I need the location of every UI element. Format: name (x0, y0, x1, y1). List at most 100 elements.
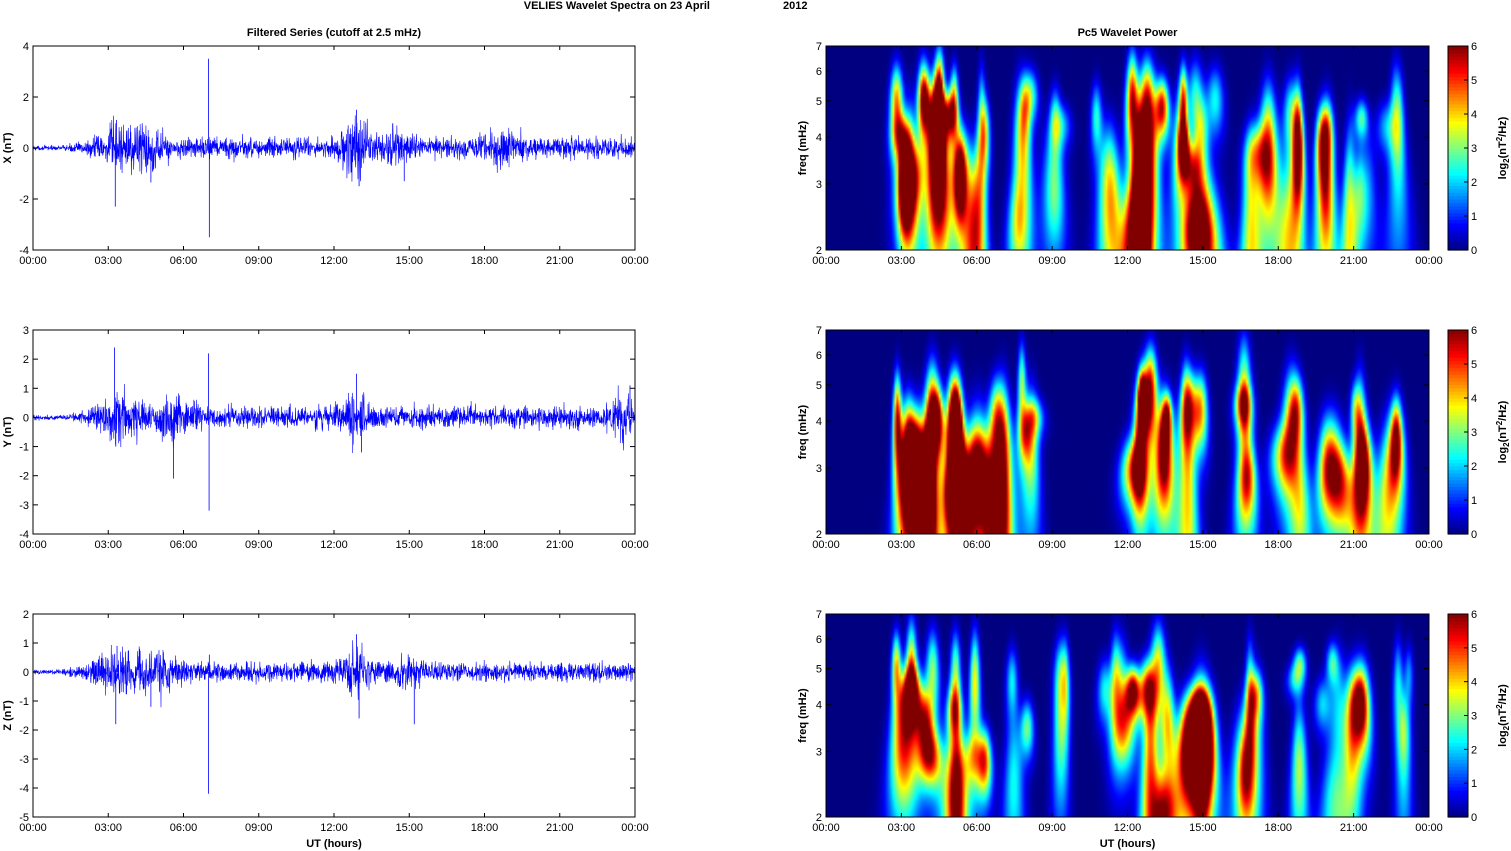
colorbar-tick-label: 0 (1471, 245, 1477, 257)
colorbar-tick-label: 6 (1471, 325, 1477, 337)
colorbar-band (1448, 192, 1468, 197)
colorbar-band (1448, 144, 1468, 149)
x-tick-label: 12:00 (320, 255, 348, 267)
x-axis-label: UT (hours) (1100, 838, 1156, 850)
x-axis-label: UT (hours) (306, 838, 362, 850)
colorbar-band (1448, 46, 1468, 50)
colorbar-tick-label: 4 (1471, 109, 1477, 121)
colorbar-band (1448, 678, 1468, 683)
x-tick-label: 00:00 (1415, 822, 1443, 834)
colorbar-band (1448, 496, 1468, 501)
x-tick-label: 03:00 (888, 822, 916, 834)
colorbar-band (1448, 350, 1468, 355)
colorbar-band (1448, 438, 1468, 443)
x-tick-label: 21:00 (546, 822, 574, 834)
colorbar-band (1448, 357, 1468, 362)
y-tick-label: 2 (23, 354, 29, 366)
colorbar-band (1448, 103, 1468, 108)
colorbar-band (1448, 364, 1468, 368)
colorbar-band (1448, 786, 1468, 791)
x-tick-label: 00:00 (19, 539, 47, 551)
colorbar-band (1448, 63, 1468, 67)
colorbar-band (1448, 56, 1468, 61)
x-tick-label: 18:00 (471, 822, 499, 834)
x-tick-label: 06:00 (963, 539, 991, 551)
colorbar-band (1448, 408, 1468, 413)
x-tick-label: 06:00 (963, 822, 991, 834)
colorbar-tick-label: 2 (1471, 177, 1477, 189)
colorbar-band (1448, 701, 1468, 706)
colorbar-band (1448, 806, 1468, 811)
colorbar-band (1448, 803, 1468, 808)
wavelet-power-image (826, 614, 1429, 817)
colorbar-band (1448, 530, 1468, 535)
x-tick-label: 03:00 (94, 822, 122, 834)
colorbar-band (1448, 489, 1468, 494)
colorbar-band (1448, 789, 1468, 794)
x-tick-label: 15:00 (1189, 255, 1217, 267)
colorbar-band (1448, 239, 1468, 244)
colorbar-band (1448, 182, 1468, 186)
colorbar-band (1448, 49, 1468, 54)
wavelet-power-image (826, 330, 1429, 534)
colorbar-band (1448, 762, 1468, 767)
signal-line (32, 115, 636, 182)
colorbar-tick-label: 1 (1471, 495, 1477, 507)
colorbar-band (1448, 479, 1468, 484)
y-tick-label: 5 (816, 664, 822, 676)
y-tick-label: 4 (816, 416, 822, 428)
colorbar-tick-label: 5 (1471, 359, 1477, 371)
y-tick-label: 3 (23, 325, 29, 337)
plot-area (33, 614, 635, 817)
x-tick-label: 00:00 (621, 822, 649, 834)
colorbar-band (1448, 779, 1468, 784)
colorbar-band (1448, 442, 1468, 447)
time-series-panel: -4 -3 -2 -1 0 1 2 3 Y (nT) 00:00 03:00 06:00 09:00 12… (2, 325, 649, 551)
colorbar-band (1448, 691, 1468, 696)
x-tick-label: 18:00 (1264, 822, 1292, 834)
colorbar-label: log2(nT2/Hz) (1495, 684, 1511, 747)
colorbar-band (1448, 421, 1468, 426)
colorbar-band (1448, 445, 1468, 450)
y-tick-label: -5 (19, 812, 29, 824)
y-tick-label: 7 (816, 609, 822, 621)
colorbar-band (1448, 449, 1468, 453)
colorbar-tick-label: 0 (1471, 812, 1477, 824)
x-tick-label: 21:00 (1340, 539, 1368, 551)
colorbar-band (1448, 120, 1468, 125)
colorbar-band (1448, 627, 1468, 632)
colorbar-band (1448, 472, 1468, 477)
colorbar-label: log2(nT2/Hz) (1495, 116, 1511, 179)
x-tick-label: 09:00 (245, 539, 273, 551)
x-tick-label: 09:00 (1038, 539, 1066, 551)
y-tick-label: 1 (23, 638, 29, 650)
colorbar-tick-label: 6 (1471, 609, 1477, 621)
colorbar-band (1448, 510, 1468, 515)
colorbar-band (1448, 178, 1468, 183)
colorbar-band (1448, 226, 1468, 231)
colorbar-band (1448, 712, 1468, 717)
y-tick-label: 2 (23, 92, 29, 104)
colorbar-band (1448, 154, 1468, 159)
colorbar-tick-label: 1 (1471, 211, 1477, 223)
x-tick-label: 18:00 (471, 539, 499, 551)
colorbar-band (1448, 415, 1468, 419)
colorbar-tick-label: 4 (1471, 677, 1477, 689)
colorbar-band (1448, 418, 1468, 423)
y-tick-label: -3 (19, 754, 29, 766)
y-tick-label: 3 (816, 179, 822, 191)
colorbar-band (1448, 520, 1468, 525)
colorbar-band (1448, 462, 1468, 467)
colorbar-band (1448, 212, 1468, 217)
colorbar-band (1448, 165, 1468, 169)
x-tick-label: 09:00 (1038, 255, 1066, 267)
x-tick-label: 00:00 (1415, 255, 1443, 267)
colorbar-band (1448, 391, 1468, 396)
y-tick-label: 6 (816, 350, 822, 362)
y-tick-label: -2 (19, 194, 29, 206)
colorbar-band (1448, 647, 1468, 652)
colorbar-band (1448, 83, 1468, 88)
y-tick-label: 5 (816, 380, 822, 392)
colorbar-band (1448, 202, 1468, 207)
